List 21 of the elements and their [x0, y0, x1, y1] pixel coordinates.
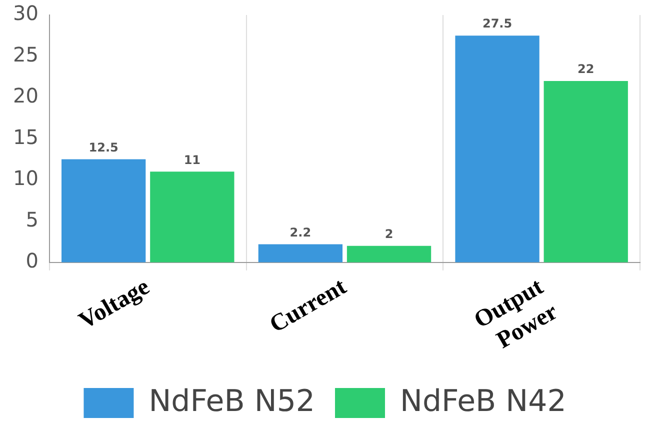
y-tick-label: 20 — [12, 84, 38, 108]
bar — [346, 246, 432, 262]
bar — [544, 80, 628, 262]
y-tick-label: 5 — [26, 207, 38, 232]
data-label: 11 — [184, 152, 201, 167]
legend-label: NdFeB N52 — [148, 384, 316, 419]
data-label: 27.5 — [482, 16, 512, 31]
bar — [150, 172, 234, 262]
legend-label: NdFeB N42 — [400, 384, 566, 419]
y-tick-label: 30 — [12, 1, 38, 26]
bar — [62, 159, 146, 262]
data-label: 2 — [384, 226, 394, 241]
bar — [258, 244, 343, 262]
y-tick-label: 10 — [12, 166, 38, 190]
y-tick-label: 15 — [12, 124, 38, 149]
y-tick-label: 25 — [12, 42, 38, 66]
y-tick-label: 0 — [26, 248, 38, 273]
data-label: 22 — [578, 62, 594, 76]
data-label: 12.5 — [88, 140, 118, 154]
bar — [455, 36, 540, 262]
data-label: 2.2 — [290, 225, 312, 240]
